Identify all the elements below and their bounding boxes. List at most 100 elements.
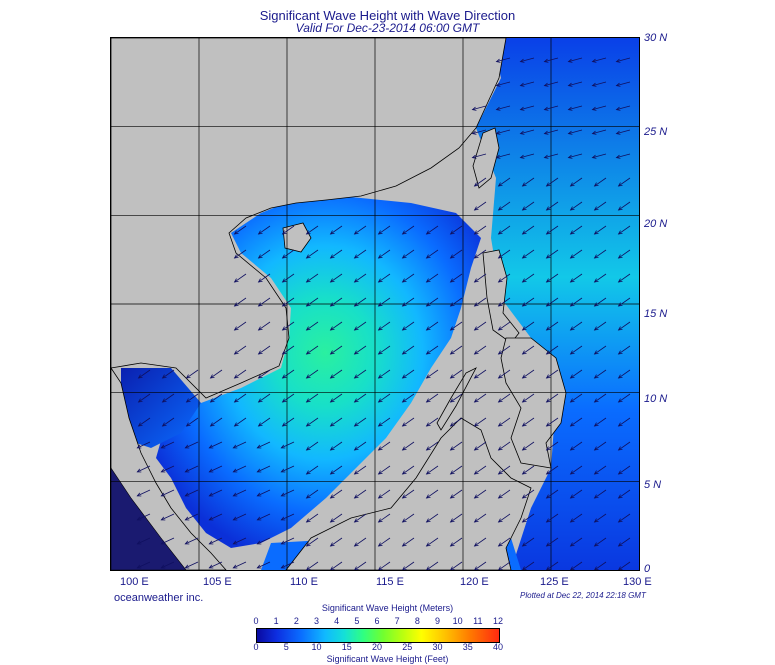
wave-arrow-head (617, 350, 623, 355)
lat-lon-grid (111, 38, 639, 570)
wave-arrow-head (569, 326, 575, 331)
wave-arrow-shaft (282, 273, 295, 283)
colorbar-feet-tick: 15 (341, 642, 352, 652)
wave-arrow-shaft (162, 417, 175, 427)
wave-arrow-shaft (594, 249, 607, 259)
colorbar-meters-tick: 1 (273, 616, 279, 626)
wave-arrow-shaft (522, 489, 535, 499)
wave-arrow-shaft (496, 57, 511, 63)
wave-arrow-shaft (185, 537, 199, 545)
wave-arrow-head (569, 278, 575, 283)
wave-arrow-head (280, 540, 286, 545)
wave-arrow-shaft (426, 465, 439, 475)
sumatra-land (111, 467, 187, 570)
wave-arrow-head (593, 182, 599, 187)
wave-arrow-shaft (544, 153, 559, 159)
wave-arrow-head (543, 106, 549, 111)
wave-arrow-shaft (570, 177, 583, 187)
wave-arrow-head (545, 470, 551, 475)
wave-arrow-shaft (594, 513, 607, 523)
wave-arrow-shaft (258, 417, 271, 427)
wave-arrow-head (615, 154, 621, 159)
wave-arrow-shaft (378, 345, 391, 355)
wave-arrow-head (185, 422, 191, 427)
wave-arrow-head (497, 518, 503, 523)
wave-arrow-shaft (474, 297, 487, 307)
wave-arrow-shaft (546, 465, 559, 475)
wave-arrow-shaft (258, 393, 271, 403)
wave-arrow-head (305, 374, 311, 379)
wave-arrow-head (306, 566, 311, 570)
wave-arrow-shaft (402, 369, 415, 379)
lon-label-105e: 105 E (203, 576, 232, 588)
wave-arrow-shaft (450, 345, 463, 355)
wave-arrow-head (256, 564, 262, 569)
wave-arrow-shaft (282, 345, 295, 355)
wave-arrow-head (617, 206, 623, 211)
wave-arrow-shaft (378, 489, 391, 499)
colorbar-feet-tick: 30 (432, 642, 443, 652)
wave-arrow-head (569, 350, 575, 355)
wave-arrow-head (256, 492, 262, 497)
wave-arrow-shaft (498, 537, 511, 547)
wave-arrow-head (401, 278, 407, 283)
wave-arrow-shaft (498, 561, 511, 570)
wave-arrow-shaft (402, 489, 415, 499)
wave-arrow-head (281, 254, 287, 259)
wave-arrow-head (425, 470, 431, 475)
wave-arrow-shaft (209, 537, 223, 545)
colorbar-meters-tick: 9 (434, 616, 440, 626)
wave-arrow-head (449, 422, 455, 427)
wave-arrow-shaft (522, 177, 535, 187)
wave-arrow-head (137, 374, 143, 379)
wave-arrow-head (543, 82, 549, 87)
wave-arrow-head (184, 516, 190, 521)
wave-arrow-head (569, 206, 575, 211)
wave-arrow-shaft (330, 561, 343, 570)
wave-arrow-head (305, 422, 311, 427)
wave-arrow-head (233, 398, 239, 403)
wave-arrow-shaft (474, 513, 487, 523)
wave-arrow-head (569, 182, 575, 187)
wave-arrow-head (519, 58, 525, 63)
wave-arrow-shaft (378, 561, 391, 570)
wave-arrow-head (353, 494, 359, 499)
wave-arrow-head (161, 374, 167, 379)
wave-arrow-shaft (378, 297, 391, 307)
wave-arrow-shaft (281, 489, 295, 497)
wave-arrow-head (329, 446, 335, 451)
wave-arrow-head (593, 494, 599, 499)
wave-arrow-head (569, 470, 575, 475)
wave-arrow-head (591, 106, 597, 111)
wave-arrow-shaft (161, 441, 175, 449)
wave-arrow-shaft (570, 369, 583, 379)
wave-arrow-head (401, 518, 407, 523)
plotted-timestamp: Plotted at Dec 22, 2014 22:18 GMT (520, 591, 646, 600)
wave-arrow-shaft (282, 297, 295, 307)
wave-arrow-head (591, 130, 597, 135)
wave-arrow-head (184, 444, 190, 449)
wave-arrow-head (521, 422, 527, 427)
chart-subtitle: Valid For Dec-23-2014 06:00 GMT (295, 21, 480, 35)
colorbar-meters-tick: 6 (374, 616, 380, 626)
wave-arrow-shaft (402, 225, 415, 235)
wave-arrow-shaft (257, 513, 271, 521)
wave-arrow-head (593, 230, 599, 235)
taiwan-island (472, 127, 500, 189)
wave-arrow-head (497, 374, 503, 379)
wave-arrow-shaft (474, 537, 487, 547)
wave-arrow-head (161, 422, 167, 427)
wave-arrow-head (545, 422, 551, 427)
wave-arrow-shaft (594, 321, 607, 331)
wave-arrow-head (593, 446, 599, 451)
wave-arrow-shaft (474, 345, 487, 355)
wave-arrow-shaft (209, 561, 223, 569)
wave-arrow-head (257, 230, 263, 235)
wave-arrow-shaft (378, 537, 391, 547)
wave-arrow-head (305, 230, 311, 235)
wave-arrow-shaft (498, 225, 511, 235)
wave-arrow-shaft (570, 201, 583, 211)
lon-label-125e: 125 E (540, 576, 569, 588)
wave-arrow-head (497, 278, 503, 283)
wave-arrow-head (618, 566, 623, 570)
